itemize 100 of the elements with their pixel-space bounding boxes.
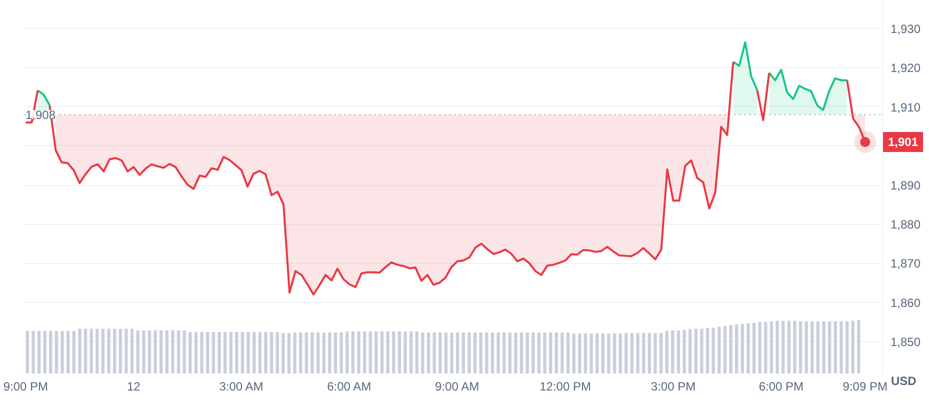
bar	[700, 328, 704, 374]
bar	[746, 323, 750, 374]
bar	[584, 334, 588, 374]
bar	[322, 332, 326, 374]
bar	[776, 320, 779, 374]
bar	[346, 331, 349, 374]
bar	[822, 321, 826, 374]
bar	[351, 331, 355, 374]
bar	[665, 330, 668, 374]
x-tick-label: 3:00 AM	[219, 380, 264, 394]
bar	[194, 332, 198, 374]
bar	[764, 322, 768, 374]
bar	[357, 331, 360, 374]
bar	[212, 332, 216, 374]
bar	[758, 322, 762, 374]
x-tick-label: 9:00 AM	[435, 380, 480, 394]
bar	[72, 330, 76, 374]
bar	[834, 321, 838, 374]
bar	[456, 332, 460, 374]
bar	[136, 330, 140, 374]
bar	[682, 330, 686, 374]
bar	[473, 332, 477, 374]
bar	[642, 333, 646, 374]
bar	[124, 328, 128, 374]
x-tick-label: 3:00 PM	[650, 380, 696, 394]
bar	[636, 333, 640, 374]
ref-line-label: 1,908	[26, 108, 56, 122]
bar	[206, 332, 210, 374]
x-tick-label: 12	[126, 380, 141, 394]
bar	[706, 328, 710, 374]
bar	[235, 332, 238, 374]
bar	[694, 328, 698, 374]
bar	[165, 330, 169, 374]
bar	[438, 332, 442, 374]
bar	[432, 332, 436, 374]
bar	[618, 334, 622, 374]
bar	[816, 321, 820, 374]
bar	[595, 334, 599, 374]
bar	[659, 333, 663, 374]
bar	[537, 332, 541, 374]
bar	[148, 330, 152, 374]
bar	[270, 332, 274, 374]
y-tick-label: 1,930	[890, 22, 921, 36]
bar	[630, 333, 634, 374]
bar	[240, 332, 244, 374]
bar	[398, 331, 402, 374]
x-tick-label: 9:09 PM	[842, 380, 888, 394]
bar	[276, 332, 279, 374]
bar	[316, 332, 320, 374]
bar	[142, 330, 146, 374]
bar	[590, 334, 593, 374]
bar	[200, 332, 204, 374]
bar	[554, 332, 558, 374]
bar	[176, 330, 180, 374]
bar	[648, 333, 651, 374]
bar	[60, 330, 64, 374]
bar	[718, 326, 721, 374]
bar	[113, 328, 116, 374]
bar	[287, 333, 291, 374]
bar	[386, 331, 390, 374]
bar	[32, 330, 35, 374]
bar	[502, 332, 506, 374]
bar	[409, 331, 413, 374]
bar	[37, 330, 41, 374]
bar	[107, 328, 110, 374]
bar	[479, 332, 482, 374]
bar	[548, 332, 552, 374]
bar	[810, 321, 814, 374]
bar	[729, 325, 732, 374]
bar	[857, 320, 860, 374]
bar	[782, 320, 785, 374]
bar	[520, 332, 524, 374]
bar	[624, 333, 628, 374]
bar	[450, 332, 454, 374]
bar	[374, 331, 378, 374]
y-tick-label: 1,870	[890, 256, 921, 271]
bar	[328, 332, 332, 374]
bar	[421, 332, 424, 374]
bar	[258, 332, 262, 374]
bar	[752, 322, 756, 374]
bar	[304, 332, 308, 374]
bar	[380, 331, 384, 374]
bar	[543, 332, 546, 374]
bar	[770, 321, 774, 374]
x-tick-label: 6:00 AM	[327, 380, 372, 394]
bar	[101, 328, 105, 374]
bar	[526, 332, 529, 374]
bar	[188, 332, 192, 374]
bar	[218, 332, 221, 374]
bar	[130, 328, 134, 374]
bar	[734, 324, 738, 374]
bar	[468, 332, 471, 374]
bar	[514, 332, 518, 374]
bar	[392, 331, 396, 374]
bar	[404, 331, 407, 374]
bar	[49, 330, 52, 374]
bar	[84, 328, 88, 374]
bar	[828, 321, 832, 374]
y-tick-label: 1,860	[890, 296, 921, 310]
x-tick-label: 6:00 PM	[758, 380, 804, 394]
